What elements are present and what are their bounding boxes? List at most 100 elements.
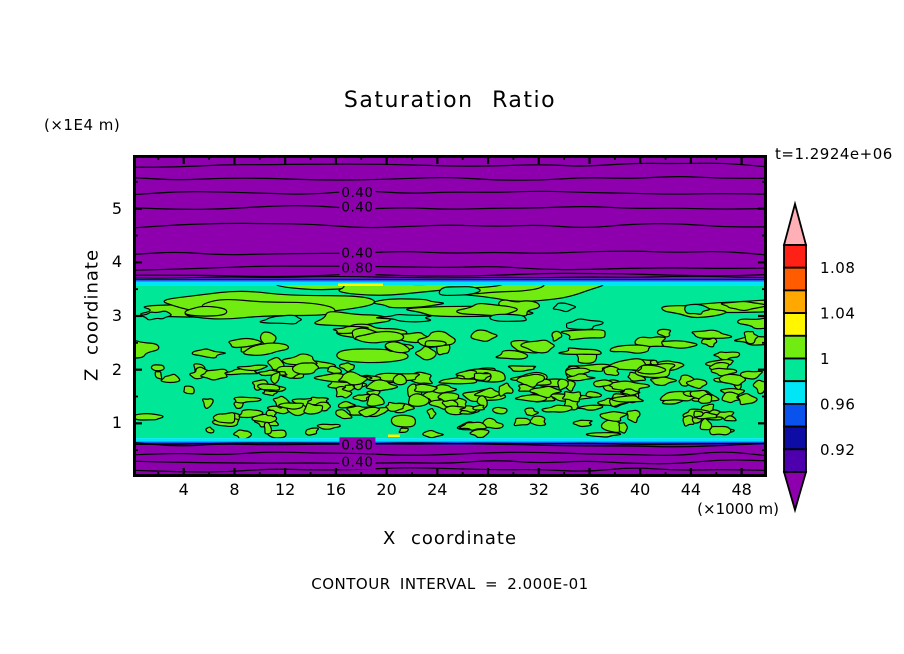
colorbar-label: 1.04 bbox=[820, 305, 855, 323]
colorbar-cell bbox=[783, 312, 807, 337]
contour-blob bbox=[473, 372, 492, 381]
colorbar-cell bbox=[783, 289, 807, 315]
contour-blob bbox=[459, 421, 488, 431]
contour-blob bbox=[232, 429, 252, 439]
contour-line bbox=[133, 190, 767, 196]
fill-band-cyan bbox=[133, 438, 767, 442]
contour-hole bbox=[684, 303, 711, 315]
contour-label-bg bbox=[339, 185, 376, 201]
x-tick-label: 12 bbox=[274, 480, 296, 499]
contour-blob bbox=[398, 427, 409, 433]
y-tick-label: 1 bbox=[111, 413, 122, 433]
contour-blob bbox=[373, 298, 445, 309]
contour-blob bbox=[557, 378, 569, 391]
contour-line bbox=[133, 205, 767, 210]
contour-label-bg bbox=[339, 260, 376, 276]
contour-blob bbox=[472, 404, 485, 411]
colorbar-cell bbox=[783, 402, 807, 428]
contour-blob bbox=[606, 380, 651, 393]
contour-blob bbox=[200, 368, 228, 381]
colorbar-cell bbox=[783, 266, 807, 292]
contour-blob bbox=[564, 367, 591, 378]
contour-blob bbox=[233, 396, 262, 404]
contour-blob bbox=[335, 409, 353, 420]
fill-band-blue bbox=[133, 441, 767, 443]
colorbar-label: 1.08 bbox=[820, 259, 855, 277]
contour-label-bg bbox=[339, 454, 376, 470]
contour-blob bbox=[561, 391, 582, 403]
contour-blob bbox=[424, 340, 447, 348]
contour-blob bbox=[413, 383, 438, 393]
contour-blob bbox=[566, 373, 596, 382]
contour-line bbox=[133, 250, 767, 256]
y-tick-label: 2 bbox=[111, 359, 122, 379]
contour-blob bbox=[385, 401, 406, 413]
contour-blob bbox=[352, 393, 371, 402]
contour-line bbox=[133, 451, 767, 457]
y-tick-label: 4 bbox=[111, 252, 122, 272]
contour-blob bbox=[514, 394, 548, 403]
contour-blob bbox=[304, 427, 319, 436]
x-tick-label: 8 bbox=[229, 480, 240, 499]
colorbar-cell bbox=[783, 448, 807, 473]
contour-label: 0.40 bbox=[341, 185, 373, 201]
contour-blob bbox=[495, 349, 529, 360]
contour-blob bbox=[619, 388, 641, 396]
time-label: t=1.2924e+06 bbox=[775, 145, 893, 163]
yellow-feature bbox=[388, 434, 400, 437]
x-tick-label: 36 bbox=[579, 480, 600, 499]
contour-blob bbox=[618, 422, 628, 434]
contour-blob bbox=[265, 409, 277, 418]
x-tick-label: 16 bbox=[325, 480, 347, 499]
contour-hole bbox=[376, 313, 433, 323]
contour-blob bbox=[354, 330, 405, 344]
contour-blob bbox=[390, 414, 417, 428]
contour-blob bbox=[236, 364, 268, 372]
contour-blob bbox=[256, 383, 281, 391]
contour-blob bbox=[634, 336, 666, 348]
contour-line bbox=[133, 265, 767, 271]
x-tick-label: 20 bbox=[376, 480, 397, 499]
contour-label: 0.40 bbox=[341, 200, 373, 216]
x-tick-label: 48 bbox=[731, 480, 752, 499]
fill-band-purple bbox=[133, 445, 767, 477]
page-title: Saturation Ratio bbox=[343, 88, 557, 113]
contour-blob bbox=[603, 365, 620, 377]
contour-blob bbox=[611, 395, 644, 403]
contour-blob bbox=[718, 373, 746, 386]
contour-blob bbox=[270, 371, 281, 385]
y-axis-units: (×1E4 m) bbox=[44, 116, 121, 134]
contour-blob bbox=[720, 300, 767, 312]
contour-blob bbox=[238, 409, 264, 419]
contour-blob bbox=[739, 370, 763, 380]
contour-blob bbox=[524, 407, 539, 417]
contour-hole bbox=[259, 314, 302, 325]
contour-blob bbox=[407, 393, 430, 407]
contour-blob bbox=[737, 392, 758, 406]
x-tick-label: 32 bbox=[528, 480, 549, 499]
contour-label: 0.80 bbox=[341, 261, 373, 277]
contour-blob bbox=[685, 378, 708, 390]
x-tick-label: 24 bbox=[427, 480, 448, 499]
contour-line bbox=[133, 162, 767, 168]
colorbar-arrow-low bbox=[782, 471, 808, 514]
contour-blob bbox=[326, 365, 343, 374]
contour-blob bbox=[558, 347, 602, 356]
contour-blob bbox=[516, 373, 546, 389]
colorbar-cell bbox=[783, 334, 807, 360]
contour-blob bbox=[392, 373, 407, 386]
contour-blob bbox=[626, 409, 641, 424]
contour-blob bbox=[337, 400, 356, 409]
contour-blob bbox=[184, 305, 228, 317]
contour-blob bbox=[724, 415, 737, 422]
contour-blob bbox=[212, 412, 236, 424]
contour-plot: 0.400.400.400.800.800.40 bbox=[133, 155, 767, 477]
contour-blob bbox=[263, 421, 273, 435]
contour-blob bbox=[585, 431, 622, 438]
contour-blob bbox=[314, 311, 391, 327]
contour-blob bbox=[191, 348, 226, 359]
fill-band-blue bbox=[133, 280, 767, 282]
contour-line bbox=[133, 459, 767, 465]
contour-blob bbox=[513, 417, 531, 427]
